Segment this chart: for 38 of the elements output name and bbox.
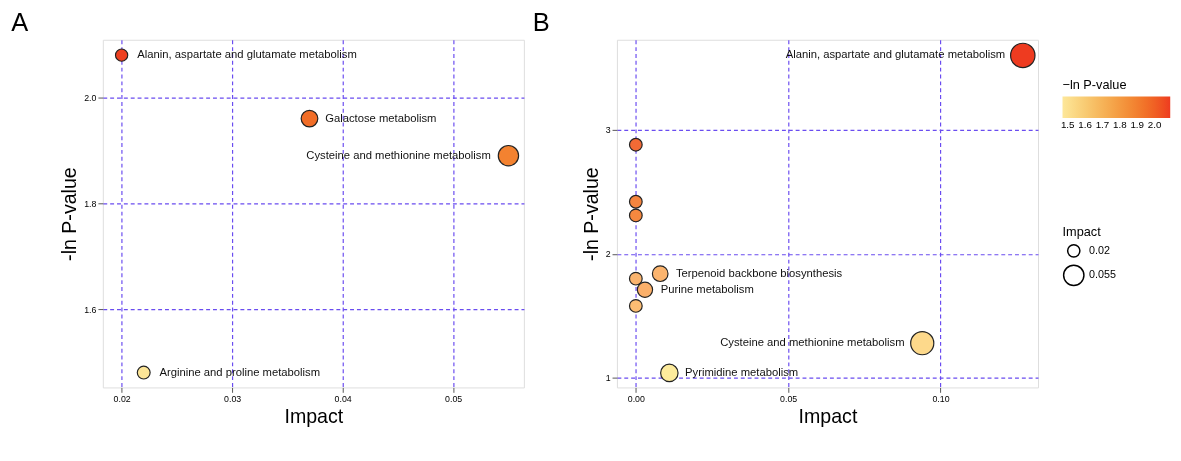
legend-label: 0.02 [1088, 243, 1110, 256]
annotation: Alanin, aspartate and glutamate metabolism [785, 48, 1006, 61]
annotation: Cysteine and methionine metabolism [720, 336, 905, 349]
x-axis-title: Impact [798, 405, 858, 428]
y-tick-label: 3 [605, 125, 611, 136]
y-tick-label: 2.0 [84, 92, 97, 103]
y-tick-label: 1 [605, 373, 611, 384]
annotation: Cysteine and methionine metabolism [306, 148, 491, 161]
x-tick-label: 0.00 [627, 393, 645, 404]
x-tick-label: 0.02 [113, 393, 131, 404]
x-tick-label: 0.04 [334, 393, 352, 404]
color-bar-label: 2.0 [1147, 118, 1162, 130]
legend-title: Impact [1062, 223, 1102, 239]
annotation: Terpenoid backbone biosynthesis [675, 266, 843, 279]
color-bar-title: −ln P-value [1062, 76, 1127, 92]
color-bar-label: 1.6 [1078, 118, 1093, 130]
color-bar-label: 1.5 [1060, 118, 1076, 130]
annotation: Pyrimidine metabolism [685, 365, 799, 378]
color-bar-label: 1.8 [1113, 118, 1128, 130]
x-tick-label: 0.10 [932, 393, 950, 404]
x-tick-label: 0.05 [780, 393, 798, 404]
annotation: Purine metabolism [660, 282, 754, 295]
x-tick-label: 0.05 [445, 393, 463, 404]
chart-title: B [532, 7, 550, 36]
color-bar-label: 1.9 [1130, 118, 1145, 130]
annotation: Arginine and proline metabolism [159, 365, 321, 378]
chart-title: A [11, 7, 29, 36]
x-axis-title: Impact [284, 405, 344, 428]
annotation: Alanin, aspartate and glutamate metabolism [137, 48, 357, 61]
y-tick-label: 2 [605, 249, 611, 260]
y-tick-label: 1.6 [84, 304, 97, 315]
y-tick-label: 1.8 [84, 198, 97, 209]
y-axis-title: -ln P-value [579, 167, 602, 261]
y-axis-title: -ln P-value [58, 167, 81, 261]
color-bar-label: 1.7 [1095, 118, 1110, 130]
annotation: Galactose metabolism [325, 111, 437, 124]
legend-label: 0.055 [1088, 268, 1116, 281]
x-tick-label: 0.03 [224, 393, 242, 404]
